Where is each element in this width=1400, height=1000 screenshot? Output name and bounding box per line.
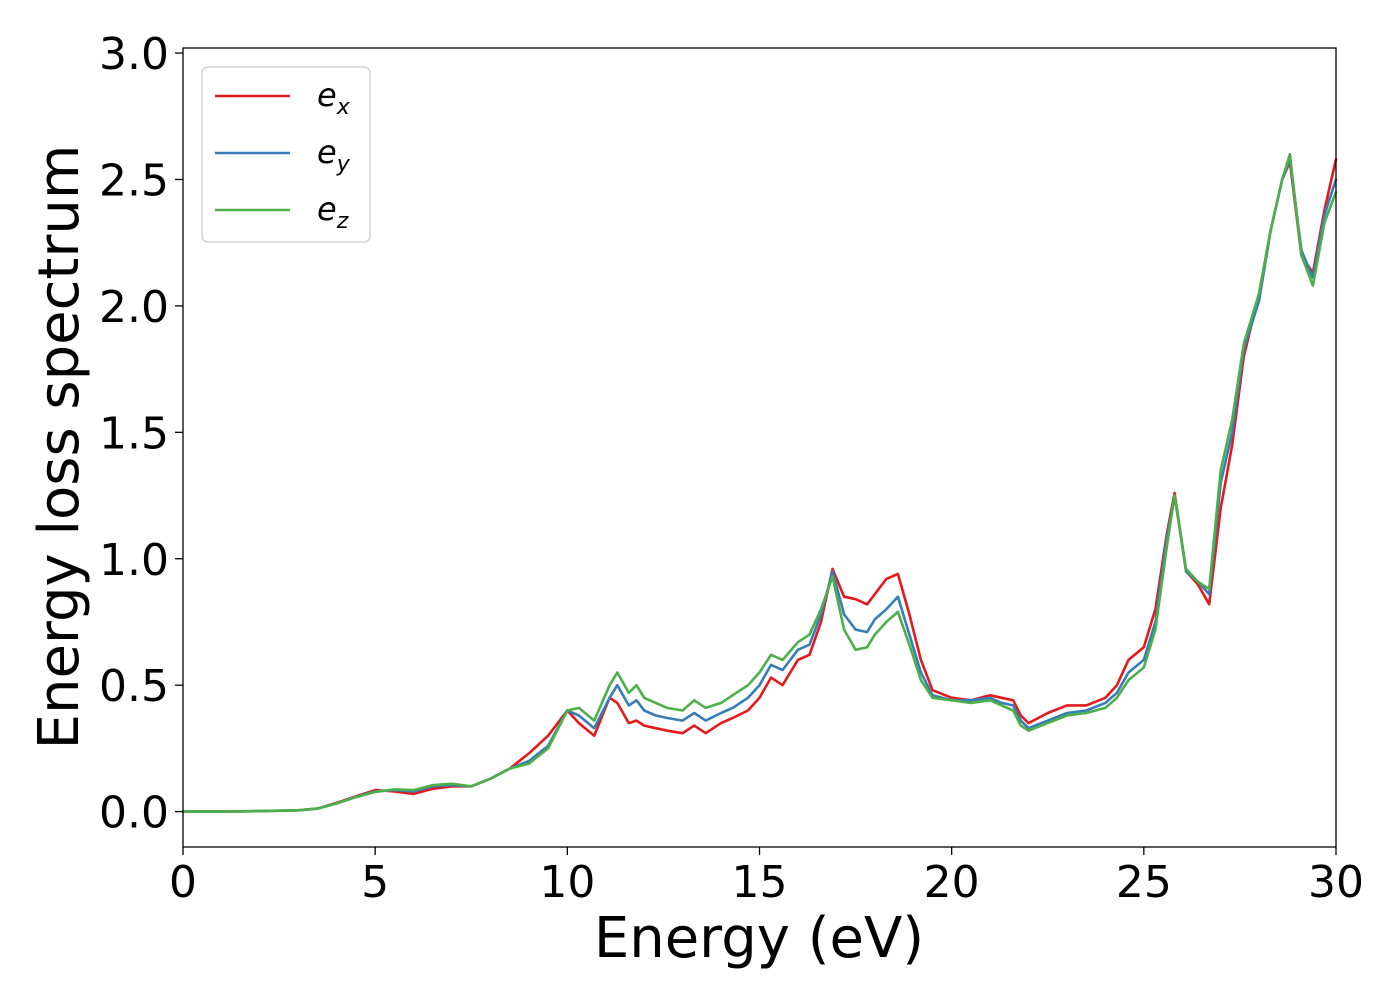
x-tick-label: 25 <box>1116 857 1172 908</box>
legend-label-ez: ez <box>317 190 349 234</box>
y-tick-label: 2.0 <box>99 282 169 333</box>
series-line-ex <box>181 158 1338 813</box>
x-axis: 0 5 10 15 20 25 30 <box>169 847 1364 908</box>
y-tick-label: 1.0 <box>99 535 169 586</box>
legend-box <box>201 66 371 243</box>
y-axis-label: Energy loss spectrum <box>27 145 92 750</box>
legend: ex ey ez <box>201 66 371 243</box>
legend-label-ex: ex <box>317 76 351 120</box>
legend-label-ey: ey <box>317 133 351 177</box>
x-tick-label: 15 <box>732 857 788 908</box>
y-tick-label: 2.5 <box>99 155 169 206</box>
y-tick-label: 1.5 <box>99 408 169 459</box>
x-tick-label: 5 <box>361 857 389 908</box>
x-tick-label: 20 <box>924 857 980 908</box>
x-tick-label: 10 <box>539 857 595 908</box>
y-axis: 0.0 0.5 1.0 1.5 2.0 2.5 3.0 <box>99 29 183 839</box>
y-tick-label: 0.0 <box>99 788 169 839</box>
y-tick-label: 3.0 <box>99 29 169 80</box>
x-axis-label: Energy (eV) <box>594 906 924 971</box>
x-tick-label: 0 <box>169 857 197 908</box>
series-layer <box>181 152 1338 813</box>
series-line-ez <box>181 152 1338 813</box>
y-tick-label: 0.5 <box>99 661 169 712</box>
x-tick-label: 30 <box>1308 857 1364 908</box>
series-line-ey <box>181 158 1338 813</box>
